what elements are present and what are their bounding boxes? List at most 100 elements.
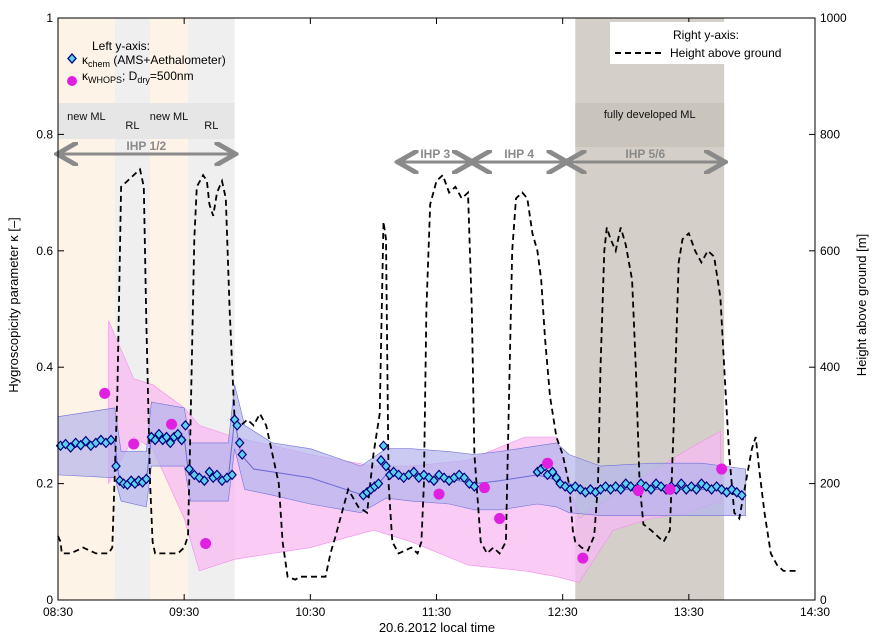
x-tick-label: 12:30	[548, 605, 578, 619]
kchem-point	[165, 437, 176, 449]
phase-label-box	[58, 103, 115, 139]
kchem-point	[676, 478, 687, 490]
kchem-point	[65, 442, 76, 453]
legend-left-title: Left y-axis:	[92, 39, 150, 53]
y-right-tick-label: 1000	[820, 11, 847, 25]
x-axis-label: 20.6.2012 local time	[379, 620, 495, 635]
kwhops-point	[433, 488, 445, 500]
kchem-point	[615, 484, 626, 495]
legend-kwhops-marker	[67, 76, 77, 86]
x-tick-label: 09:30	[169, 605, 199, 619]
height-line	[57, 167, 797, 581]
y-axis-right-label: Height above ground [m]	[854, 234, 869, 376]
kchem-point	[150, 434, 160, 446]
x-tick-label: 11:30	[422, 605, 451, 619]
kchem-point	[429, 475, 439, 487]
phase-label: RL	[204, 120, 218, 132]
height-series	[57, 167, 797, 581]
phase-label: new ML	[150, 111, 189, 123]
kchem-point	[234, 437, 245, 449]
phase-label-box	[114, 103, 151, 139]
y-left-tick-label: 0.4	[36, 360, 53, 374]
phase-label-box	[575, 103, 725, 147]
phase-label-box	[150, 103, 188, 139]
kchem-point	[547, 466, 558, 478]
ihp-label: IHP 3	[420, 147, 450, 161]
kchem-point	[176, 434, 187, 446]
kchem-point	[373, 478, 384, 490]
kchem-point	[376, 454, 386, 466]
kchem-point	[204, 466, 215, 478]
y-left-tick-label: 0	[46, 593, 53, 607]
kwhops-point	[716, 463, 728, 475]
legend-kchem-label: κchem (AMS+Aethalometer)	[82, 53, 226, 69]
kwhops-point	[200, 538, 212, 550]
kchem-series	[55, 414, 747, 501]
phase-label: RL	[125, 120, 139, 132]
kchem-point	[227, 469, 237, 481]
kchem-point	[237, 449, 248, 460]
phase-label: fully developed ML	[604, 109, 696, 121]
kchem-point	[141, 473, 152, 485]
kchem-point	[173, 428, 183, 440]
kchem-point	[232, 419, 242, 431]
kwhops-point	[128, 438, 140, 450]
x-tick-label: 13:30	[674, 605, 704, 619]
y-left-tick-label: 0.6	[36, 244, 53, 258]
kchem-point	[184, 463, 195, 475]
kwhops-point	[577, 552, 589, 564]
y-right-tick-label: 200	[820, 477, 840, 491]
kchem-point	[646, 484, 656, 495]
y-right-tick-label: 600	[820, 244, 840, 258]
kchem-point	[378, 440, 389, 452]
y-left-tick-label: 0.2	[36, 477, 53, 491]
kchem-point	[691, 484, 702, 495]
kchem-point	[737, 489, 747, 501]
kwhops-point	[99, 387, 111, 399]
y-right-tick-label: 800	[820, 127, 840, 141]
kchem-point	[212, 469, 222, 481]
ihp-label: IHP 5/6	[625, 147, 665, 161]
kchem-point	[459, 472, 470, 484]
kchem-point	[111, 460, 121, 472]
legend-right-box	[610, 22, 810, 64]
kwhops-point	[542, 457, 554, 469]
kwhops-point	[478, 482, 490, 494]
y-right-tick-label: 400	[820, 360, 840, 374]
legend-kwhops-label: κWHOPS; Ddry=500nm	[82, 69, 194, 85]
legend-right: Right y-axis: Height above ground	[610, 22, 810, 64]
kchem-band	[57, 384, 746, 516]
y-left-tick-label: 1	[46, 11, 53, 25]
kchem-point	[551, 472, 562, 484]
legend-kchem-marker	[67, 53, 77, 64]
legend-right-title: Right y-axis:	[673, 28, 739, 42]
y-right-tick-label: 0	[820, 593, 827, 607]
kchem-point	[180, 419, 191, 431]
kwhops-point	[494, 513, 506, 525]
kchem-point	[106, 434, 116, 446]
x-tick-label: 14:30	[800, 605, 830, 619]
y-left-tick-label: 0.8	[36, 127, 53, 141]
y-axis-left-label: Hygroscopicity parameter κ [–]	[6, 217, 21, 393]
kchem-point	[408, 466, 419, 478]
ihp-label: IHP 1/2	[126, 139, 166, 153]
ihp-label: IHP 4	[504, 147, 534, 161]
kchem-point	[199, 475, 210, 487]
phase-label: new ML	[67, 111, 106, 123]
kchem-point	[161, 431, 172, 443]
kchem-point	[80, 435, 91, 447]
kwhops-point	[166, 418, 178, 430]
kchem-point	[381, 460, 391, 472]
kchem-point	[469, 481, 480, 492]
ihp-annotations: IHP 1/2 IHP 3 IHP 4 IHP 5/6	[60, 139, 722, 162]
kwhops-point	[632, 485, 644, 497]
axes: 08:30 09:30 10:30 11:30 12:30 13:30 14:3000.20…	[36, 11, 847, 619]
phase-label-box	[187, 103, 235, 139]
legend-left: Left y-axis: κchem (AMS+Aethalometer) κW…	[67, 39, 226, 86]
legend-height-label: Height above ground	[670, 46, 781, 60]
x-tick-label: 10:30	[295, 605, 325, 619]
kchem-point	[154, 428, 164, 440]
kwhops-series	[99, 387, 728, 564]
kwhops-point	[664, 483, 676, 495]
